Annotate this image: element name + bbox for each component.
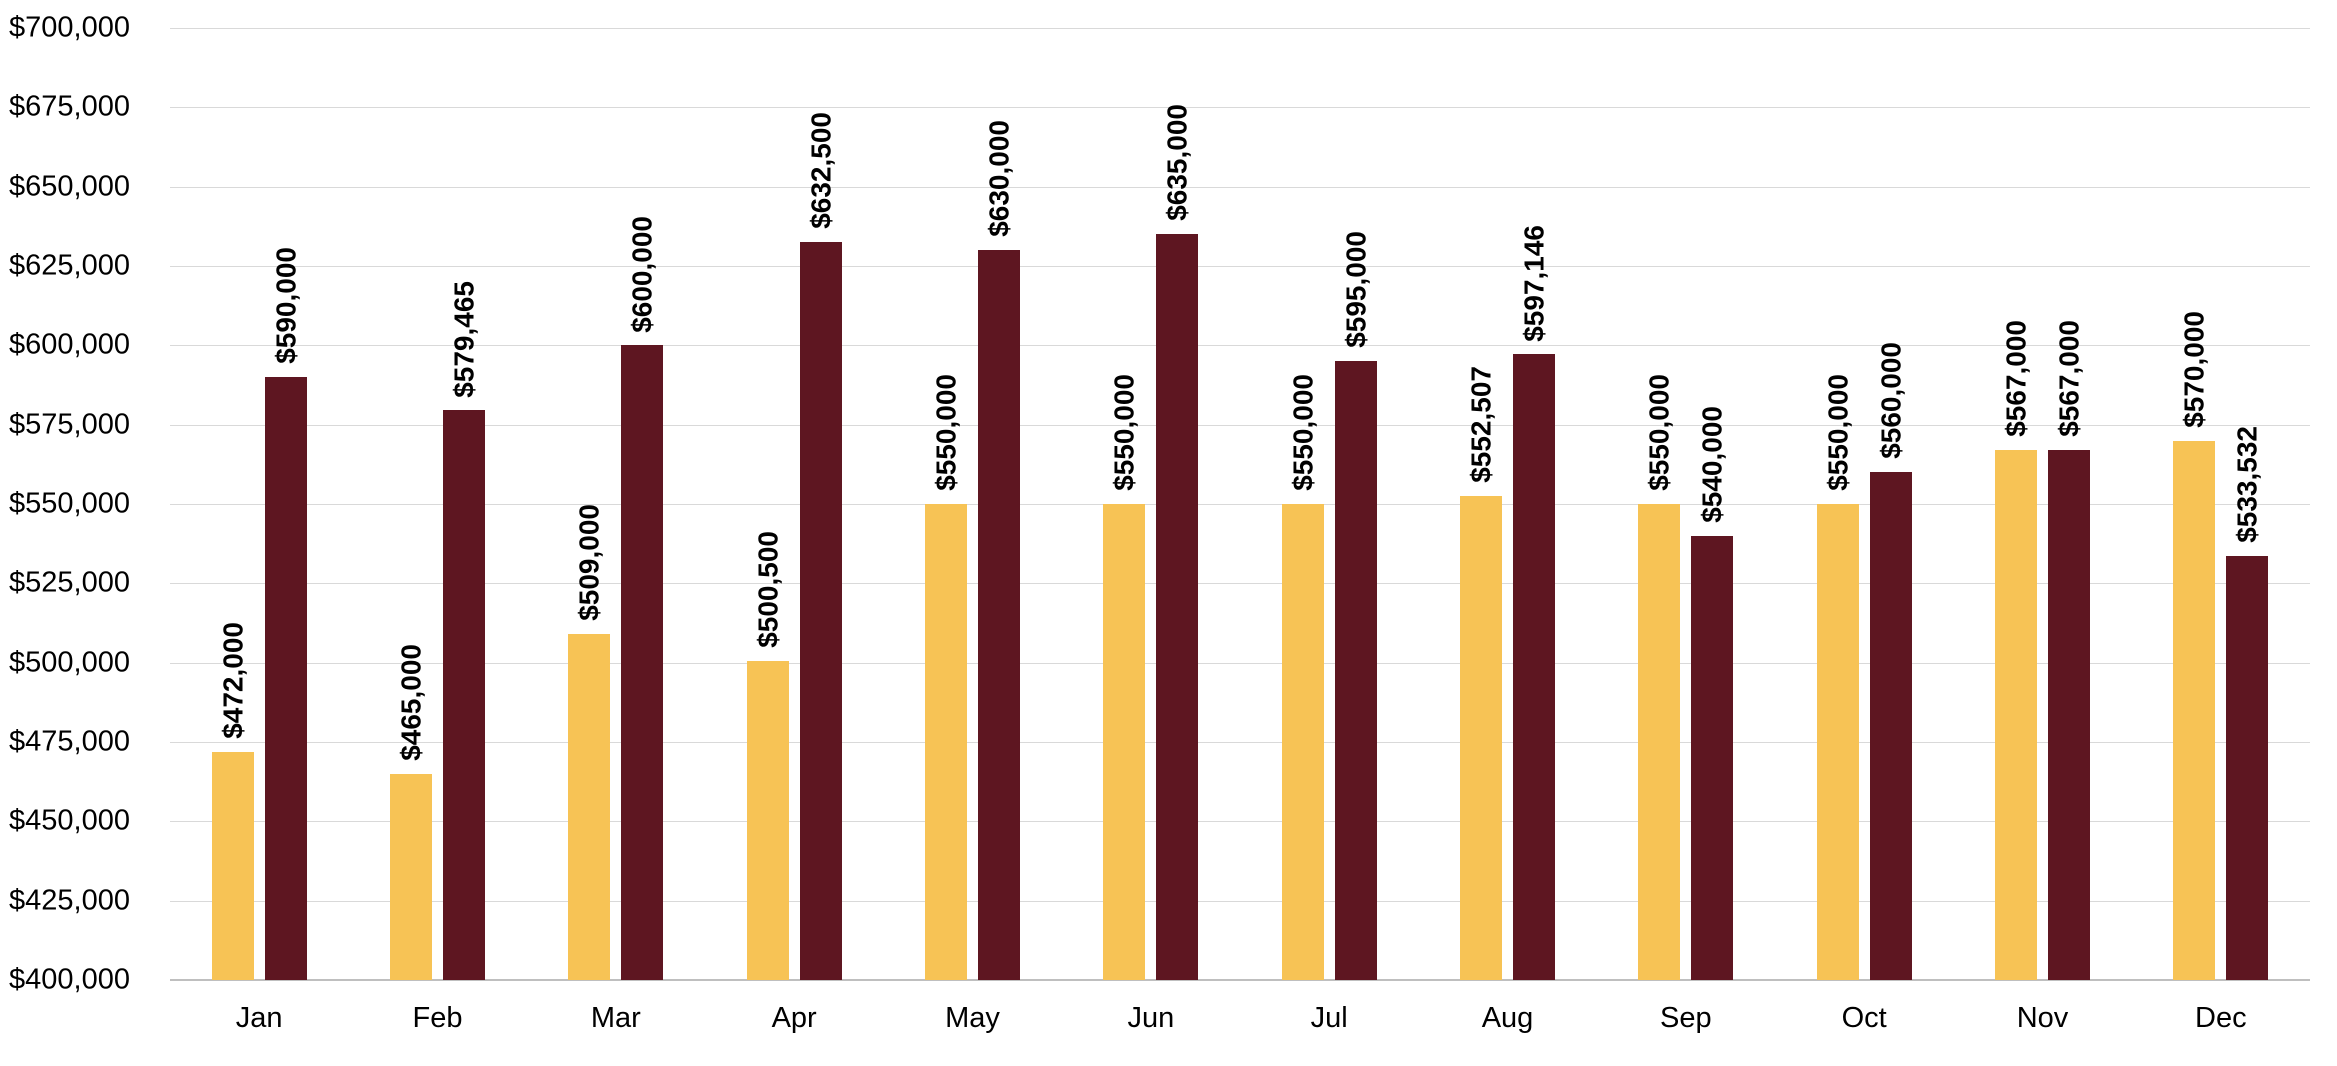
y-axis-tick-label: $575,000 [9, 408, 130, 441]
data-label-gold-sep: $550,000 [1643, 374, 1675, 491]
y-axis-tick-label: $425,000 [9, 884, 130, 917]
data-label-maroon-jul: $595,000 [1339, 231, 1371, 349]
data-label-maroon-aug: $597,146 [1518, 224, 1550, 342]
gridline [170, 821, 2310, 823]
gridline [170, 266, 2310, 267]
x-axis-tick-label-may: May [945, 1002, 1000, 1034]
y-axis-tick-label: $450,000 [9, 804, 130, 837]
data-label-maroon-feb: $579,465 [448, 280, 480, 398]
x-axis-tick-label-aug: Aug [1481, 1002, 1534, 1034]
bar-maroon-sep [1691, 535, 1734, 980]
bar-gold-apr [746, 661, 789, 980]
data-label-gold-jul: $550,000 [1286, 374, 1318, 491]
bar-gold-jan [211, 751, 254, 980]
x-axis-tick-label-jun: Jun [1127, 1002, 1175, 1034]
x-axis-tick-label-sep: Sep [1660, 1002, 1712, 1034]
y-axis-tick-label: $625,000 [9, 249, 130, 282]
x-axis-tick-label-dec: Dec [2195, 1002, 2247, 1034]
bar-maroon-jul [1334, 361, 1377, 980]
bar-gold-jul [1281, 504, 1324, 980]
gridline [170, 900, 2310, 902]
gridline [170, 28, 2310, 29]
y-axis-tick-label: $475,000 [9, 725, 130, 758]
data-label-maroon-jun: $635,000 [1161, 104, 1193, 222]
gridline [170, 504, 2310, 505]
bar-gold-dec [2173, 440, 2216, 980]
data-label-gold-jan: $472,000 [216, 621, 248, 739]
gridline [170, 107, 2310, 109]
data-label-gold-nov: $567,000 [2000, 320, 2032, 438]
bar-maroon-dec [2226, 556, 2269, 980]
bar-maroon-may [978, 250, 1020, 980]
data-label-maroon-mar: $600,000 [626, 215, 658, 333]
data-label-gold-may: $550,000 [930, 374, 962, 491]
gridline [170, 186, 2310, 188]
bar-gold-sep [1638, 504, 1681, 980]
bar-maroon-jan [264, 377, 307, 980]
gridline [170, 742, 2310, 743]
x-axis-tick-label-jan: Jan [235, 1002, 283, 1034]
x-axis-tick-label-oct: Oct [1841, 1002, 1887, 1034]
data-label-gold-apr: $500,500 [751, 531, 783, 649]
data-label-gold-dec: $570,000 [2178, 310, 2210, 428]
bar-gold-feb [390, 773, 432, 980]
bar-maroon-jun [1156, 234, 1199, 980]
bar-maroon-mar [621, 345, 664, 980]
y-axis-tick-label: $500,000 [9, 646, 130, 679]
data-label-maroon-may: $630,000 [983, 120, 1015, 238]
data-label-maroon-oct: $560,000 [1874, 342, 1906, 460]
data-label-gold-mar: $509,000 [573, 504, 605, 622]
bar-gold-oct [1816, 504, 1859, 980]
bar-gold-mar [568, 634, 611, 980]
bar-gold-may [925, 504, 967, 980]
bar-gold-jun [1103, 504, 1146, 980]
x-axis-tick-label-mar: Mar [590, 1002, 641, 1034]
data-label-gold-feb: $465,000 [395, 643, 427, 761]
bar-maroon-feb [443, 410, 485, 980]
x-axis-tick-label-feb: Feb [412, 1002, 463, 1034]
gridline [170, 424, 2310, 426]
y-axis-tick-label: $650,000 [9, 170, 130, 203]
y-axis-tick-label: $525,000 [9, 566, 130, 599]
data-label-gold-jun: $550,000 [1108, 374, 1140, 491]
y-axis-tick-label: $550,000 [9, 487, 130, 520]
bar-gold-nov [1995, 450, 2037, 980]
data-label-maroon-jan: $590,000 [269, 247, 301, 365]
data-label-maroon-nov: $567,000 [2053, 320, 2085, 438]
y-axis-tick-label: $675,000 [9, 90, 130, 123]
bar-maroon-apr [799, 242, 842, 980]
data-label-maroon-dec: $533,532 [2231, 426, 2263, 544]
y-axis-tick-label: $400,000 [9, 963, 130, 996]
x-axis-tick-label-apr: Apr [771, 1002, 817, 1034]
x-axis-tick-label-jul: Jul [1310, 1002, 1348, 1034]
data-label-maroon-sep: $540,000 [1696, 405, 1728, 523]
y-axis-tick-label: $600,000 [9, 328, 130, 361]
bar-gold-aug [1460, 496, 1502, 980]
data-label-gold-aug: $552,507 [1465, 366, 1497, 484]
gridline [170, 583, 2310, 585]
gridline [170, 345, 2310, 347]
x-axis-tick-label-nov: Nov [2016, 1002, 2069, 1034]
bar-maroon-aug [1513, 354, 1555, 980]
bar-maroon-oct [1869, 472, 1912, 980]
data-label-maroon-apr: $632,500 [804, 112, 836, 230]
gridline [170, 662, 2310, 664]
data-label-gold-oct: $550,000 [1821, 374, 1853, 491]
x-axis-line [170, 979, 2310, 981]
y-axis-tick-label: $700,000 [9, 11, 130, 44]
bar-maroon-nov [2048, 450, 2090, 980]
